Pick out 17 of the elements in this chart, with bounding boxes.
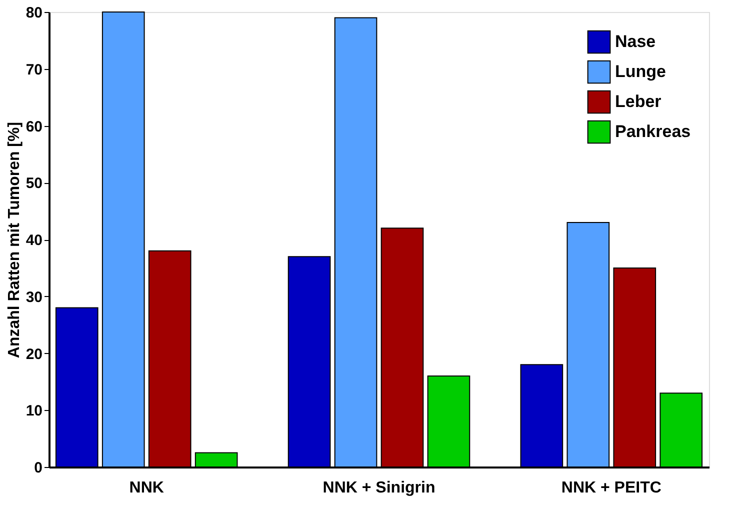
y-tick-label: 40 bbox=[26, 232, 42, 249]
x-tick-label: NNK + Sinigrin bbox=[322, 480, 436, 496]
legend-label: Pankreas bbox=[615, 122, 691, 141]
y-tick-label: 60 bbox=[26, 118, 42, 136]
y-tick-label: 0 bbox=[34, 460, 42, 476]
y-tick-label: 20 bbox=[26, 346, 42, 363]
y-tick-label: 80 bbox=[26, 4, 42, 22]
x-tick-label: NNK + PEITC bbox=[561, 480, 662, 496]
y-tick-label: 50 bbox=[26, 175, 42, 192]
y-tick-label: 30 bbox=[26, 288, 42, 306]
legend-label: Leber bbox=[615, 92, 662, 111]
y-tick-label: 70 bbox=[26, 61, 42, 78]
y-axis-title: Anzahl Ratten mit Tumoren [%] bbox=[6, 122, 23, 358]
legend-label: Lunge bbox=[615, 62, 666, 81]
legend-label: Nase bbox=[615, 32, 656, 51]
x-tick-label: NNK bbox=[129, 480, 164, 496]
y-tick-label: 10 bbox=[26, 402, 42, 420]
